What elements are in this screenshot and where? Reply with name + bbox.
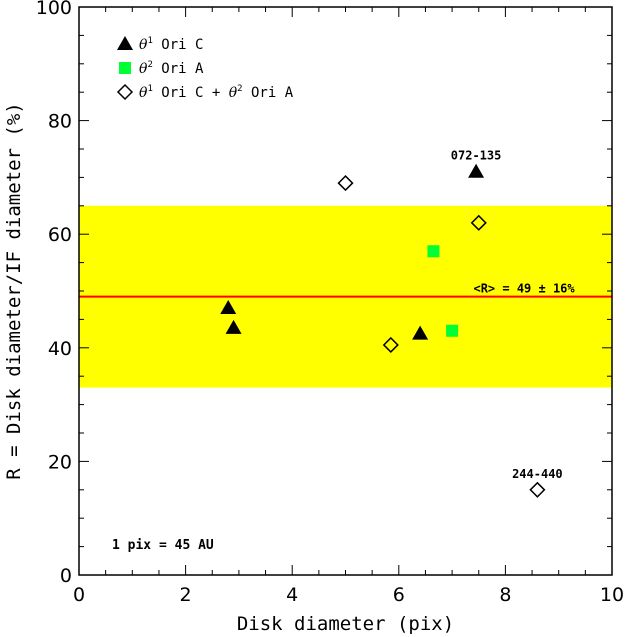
legend-marker: [119, 62, 131, 74]
x-tick-label: 8: [499, 584, 511, 606]
data-point: [470, 214, 487, 231]
x-tick-label: 0: [73, 584, 85, 606]
y-tick-label: 100: [36, 0, 72, 19]
legend-marker: [116, 83, 134, 101]
mean-label: <R> = 49 ± 16%: [473, 282, 575, 296]
data-point: [446, 324, 459, 337]
data-point: [468, 163, 485, 178]
legend-label: θ1 Ori C + θ2 Ori A: [139, 84, 294, 101]
y-tick-label: 40: [48, 338, 72, 360]
data-point: [412, 325, 429, 340]
annotations: 072-135 244-440 <R> = 49 ± 16%: [451, 149, 576, 481]
legend: θ1 Ori C θ2 Ori A θ1 Ori C + θ2 Ori A: [116, 36, 294, 101]
data-point: [337, 175, 354, 192]
data-point: [220, 300, 237, 315]
data-point: [427, 245, 440, 258]
y-tick-label: 60: [48, 224, 72, 246]
x-tick-label: 4: [286, 584, 298, 606]
data-point: [529, 481, 546, 498]
data-points: [220, 163, 546, 498]
plot-frame: [78, 6, 613, 576]
scale-note: 1 pix = 45 AU: [112, 538, 214, 553]
legend-label: θ1 Ori C: [139, 36, 203, 53]
x-axis-title: Disk diameter (pix): [237, 613, 454, 635]
legend-label: θ2 Ori A: [139, 60, 204, 77]
y-tick-label: 0: [60, 565, 72, 587]
y-axis-title: R = Disk diameter/IF diameter (%): [3, 102, 25, 480]
data-point: [382, 336, 399, 354]
x-tick-label: 10: [600, 584, 624, 606]
data-point: [225, 319, 242, 334]
point-label-244-440: 244-440: [512, 467, 563, 481]
y-tick-label: 20: [48, 451, 72, 473]
x-tick-label: 2: [180, 584, 192, 606]
point-label-072-135: 072-135: [451, 149, 502, 163]
legend-marker: [117, 36, 133, 50]
x-tick-label: 6: [393, 584, 405, 606]
y-tick-label: 80: [48, 111, 72, 133]
